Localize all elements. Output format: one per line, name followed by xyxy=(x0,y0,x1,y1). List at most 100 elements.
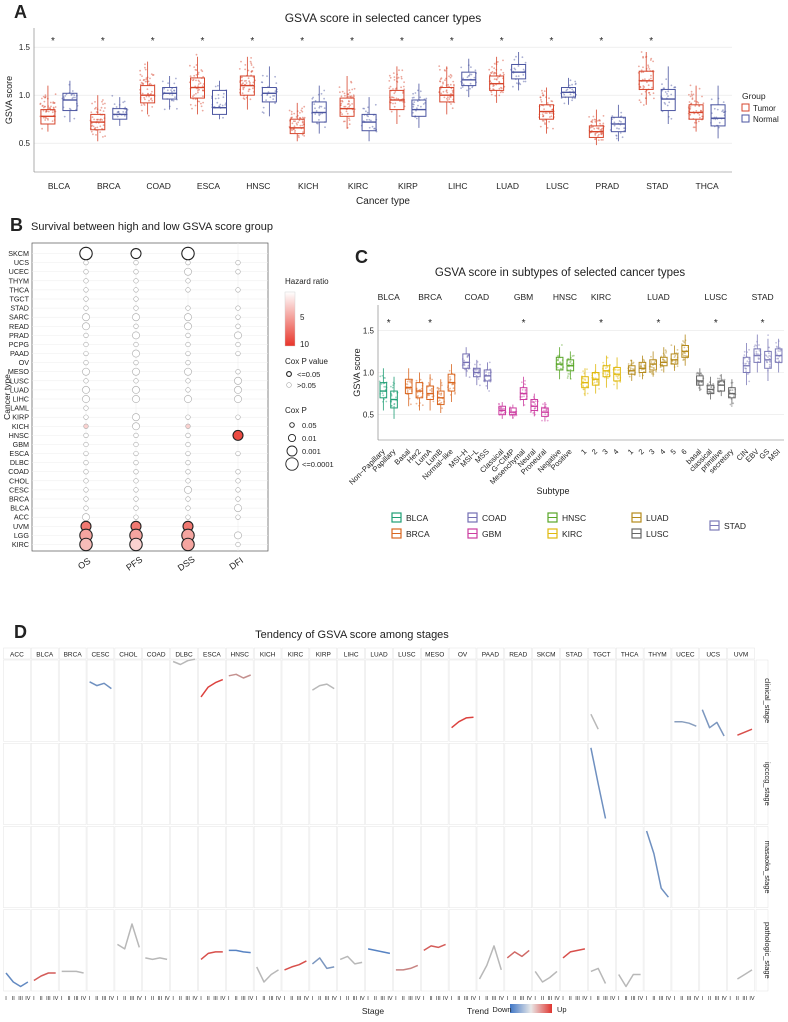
panel-a-box-normal-point xyxy=(611,115,614,117)
panel-d-facet xyxy=(86,826,115,908)
panel-a-box-normal-point xyxy=(123,100,126,103)
panel-a-significance: * xyxy=(550,36,554,47)
panel-a-box-normal-point xyxy=(571,88,574,91)
panel-d-stage-tick: I xyxy=(674,996,676,1002)
panel-d-facet xyxy=(3,659,31,742)
panel-a-box-tumor-point xyxy=(303,116,306,119)
panel-a-box-tumor-point xyxy=(197,89,199,92)
panel-a-box-normal-point xyxy=(474,69,477,72)
panel-b-bubble xyxy=(184,322,192,331)
panel-c-box-point xyxy=(728,389,731,391)
panel-a-box-tumor-point xyxy=(343,105,346,108)
panel-a-box-tumor-point xyxy=(95,134,97,136)
panel-a-box-normal-point xyxy=(262,112,265,114)
panel-d-stage-tick: I xyxy=(618,996,620,1002)
panel-a-box-tumor-point xyxy=(640,93,643,95)
panel-c-significance: * xyxy=(522,318,526,329)
panel-a-box-tumor-point xyxy=(493,62,496,65)
panel-c-box-point xyxy=(712,382,715,385)
panel-b-bubble xyxy=(133,450,139,457)
panel-c-box-point xyxy=(613,383,615,386)
panel-d-facet xyxy=(504,659,532,742)
panel-d-facet xyxy=(3,743,31,825)
panel-b-bubble xyxy=(184,313,192,322)
panel-a-box-normal-point xyxy=(71,90,74,92)
panel-c-significance: * xyxy=(599,318,603,329)
panel-a-box-tumor-point xyxy=(288,109,291,112)
panel-c-box-point xyxy=(604,373,607,375)
panel-c-significance: * xyxy=(761,318,765,329)
panel-a-box-tumor-point xyxy=(244,64,247,66)
panel-a-box-normal-point xyxy=(666,104,669,107)
panel-c-box-point xyxy=(606,366,609,368)
panel-a-box-tumor-point xyxy=(593,127,596,130)
panel-a-box-tumor-box xyxy=(339,97,355,117)
panel-d-stage-tick: IV xyxy=(722,996,728,1002)
panel-c-box-point xyxy=(451,383,453,386)
panel-d-facet xyxy=(504,909,532,992)
panel-b-bubble xyxy=(83,450,89,457)
panel-c-box-point xyxy=(605,367,607,369)
panel-a-box-tumor-point xyxy=(549,116,551,118)
panel-a-box-tumor-point xyxy=(252,66,255,69)
panel-a-box-tumor-point xyxy=(544,112,547,114)
panel-a-box-normal-point xyxy=(522,74,525,76)
panel-a-box-tumor-point xyxy=(141,92,144,95)
panel-a-box-tumor-point xyxy=(539,96,542,99)
panel-a-box-normal-point xyxy=(620,121,622,123)
panel-d-column-strip xyxy=(448,647,477,660)
panel-a-box-tumor-point xyxy=(439,80,441,82)
panel-a-box-tumor-point xyxy=(195,74,198,76)
panel-a-box-tumor-point xyxy=(143,104,146,106)
panel-c-box-point xyxy=(488,361,491,364)
panel-a-box-tumor-point xyxy=(439,68,441,71)
panel-a-box-tumor-point xyxy=(441,85,444,88)
panel-b-ytick: MESO xyxy=(8,367,30,376)
panel-b-ytick: CHOL xyxy=(9,476,29,485)
panel-a-box-tumor-point xyxy=(449,83,452,86)
panel-a-box-tumor-point xyxy=(249,60,252,63)
panel-b-bubble xyxy=(185,514,191,520)
panel-a-legend-label: Normal xyxy=(753,115,779,124)
panel-d-stage-tick: I xyxy=(534,996,536,1002)
panel-a-box-normal-point xyxy=(618,127,620,130)
panel-a-box-tumor-point xyxy=(389,76,392,79)
panel-a-box-tumor-point xyxy=(649,93,651,96)
panel-a-box-tumor-point xyxy=(191,107,193,110)
panel-a-legend-key xyxy=(741,114,750,123)
panel-a-box-tumor-point xyxy=(346,103,349,105)
panel-a-box-tumor-point xyxy=(640,51,643,53)
panel-a-box-tumor-point xyxy=(148,99,150,102)
panel-a-box-tumor-point xyxy=(451,107,454,110)
panel-a-box-tumor-point xyxy=(242,82,244,84)
panel-a-box-tumor-point xyxy=(397,76,400,79)
panel-a-box-normal-point xyxy=(722,101,725,103)
panel-a-box-normal-point xyxy=(163,108,166,111)
panel-a-box-tumor-point xyxy=(542,115,544,118)
panel-d-title: Tendency of GSVA score among stages xyxy=(255,629,449,641)
panel-a-box-normal-point xyxy=(667,95,669,97)
panel-c-box-point xyxy=(617,377,619,380)
panel-a-box-tumor-point xyxy=(42,116,45,119)
panel-d-column-label: LIHC xyxy=(344,652,359,659)
panel-a-box-normal-point xyxy=(274,90,277,92)
panel-b-bubble xyxy=(83,487,89,493)
panel-a-box-tumor-point xyxy=(392,88,394,90)
panel-b-coxp-legend-key xyxy=(285,457,299,471)
panel-a-box-tumor-point xyxy=(151,99,154,102)
panel-c-box-point xyxy=(776,353,778,355)
panel-a-box-tumor-point xyxy=(694,105,697,107)
panel-d-stage-tick: III xyxy=(102,996,107,1002)
panel-c-box-point xyxy=(521,389,524,391)
panel-d-stage-tick: I xyxy=(200,996,202,1002)
panel-a-box-tumor-point xyxy=(447,83,449,86)
panel-d-trend-line xyxy=(395,964,419,971)
panel-a-box-normal-point xyxy=(515,55,517,58)
panel-c-box-point xyxy=(415,402,418,405)
panel-c-box-point xyxy=(571,355,574,357)
panel-d-stage-tick: III xyxy=(742,996,747,1002)
panel-c-group-label: BRCA xyxy=(418,292,442,302)
panel-c-box-point xyxy=(651,372,653,375)
panel-a-box-tumor-point xyxy=(298,119,301,122)
panel-c-box-point xyxy=(475,374,478,377)
